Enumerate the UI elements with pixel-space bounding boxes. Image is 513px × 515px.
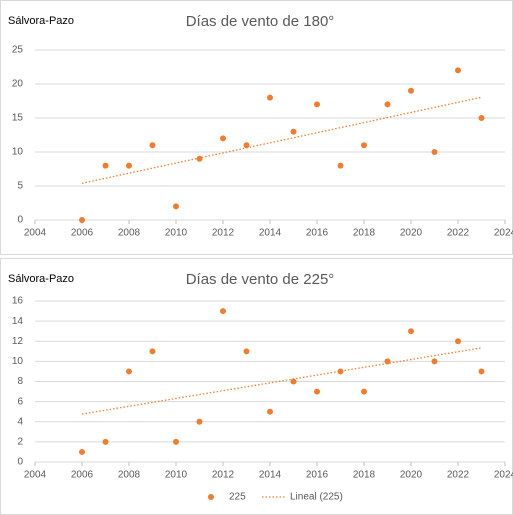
x-tick-label: 2012 [212, 470, 235, 481]
x-tick-label: 2014 [259, 470, 282, 481]
chart-frame [0, 0, 513, 255]
data-point [126, 162, 132, 169]
x-tick-label: 2024 [494, 228, 513, 239]
data-point [408, 328, 414, 335]
legend-label: 225 [229, 492, 246, 503]
y-tick-label: 4 [17, 416, 23, 427]
data-point [314, 101, 320, 108]
y-tick-label: 25 [12, 45, 24, 56]
data-point [79, 217, 85, 223]
x-tick-label: 2022 [447, 228, 470, 239]
y-tick-label: 14 [12, 316, 24, 327]
y-tick-label: 5 [17, 181, 23, 192]
chart-title: Días de vento de 180° [186, 13, 335, 30]
data-point [243, 142, 250, 149]
y-tick-label: 0 [17, 215, 23, 226]
data-point [149, 142, 156, 149]
x-tick-label: 2004 [24, 228, 47, 239]
x-tick-label: 2016 [306, 228, 329, 239]
data-point [337, 162, 344, 169]
y-tick-label: 10 [12, 356, 24, 367]
trendline [81, 96, 482, 184]
data-point [102, 162, 109, 169]
data-point [361, 142, 367, 149]
data-point [384, 358, 391, 365]
data-point [173, 438, 179, 445]
data-point [384, 101, 391, 108]
data-point [220, 135, 226, 142]
data-point [478, 368, 485, 375]
data-point [361, 388, 367, 395]
y-tick-label: 2 [17, 437, 23, 448]
x-tick-label: 2024 [494, 470, 513, 481]
data-point [337, 368, 344, 375]
data-point [149, 348, 156, 355]
x-tick-label: 2014 [259, 228, 282, 239]
data-point [267, 408, 273, 415]
x-tick-label: 2010 [165, 228, 188, 239]
y-tick-label: 16 [12, 296, 24, 307]
x-tick-label: 2010 [165, 470, 188, 481]
y-tick-label: 20 [12, 79, 24, 90]
corner-label: Sálvora-Pazo [8, 273, 74, 285]
x-tick-label: 2006 [71, 470, 94, 481]
data-point [290, 378, 297, 385]
y-tick-label: 15 [12, 113, 24, 124]
data-point [455, 67, 461, 74]
x-tick-label: 2022 [447, 470, 470, 481]
y-tick-label: 0 [17, 457, 23, 468]
x-tick-label: 2012 [212, 228, 235, 239]
data-point [431, 358, 438, 365]
data-point [455, 338, 461, 345]
data-point [79, 448, 85, 455]
data-point [431, 149, 438, 155]
data-point [290, 128, 297, 135]
x-tick-label: 2006 [71, 228, 94, 239]
y-tick-label: 12 [12, 336, 24, 347]
corner-label: Sálvora-Pazo [8, 15, 74, 27]
x-tick-label: 2016 [306, 470, 329, 481]
data-point [314, 388, 320, 395]
data-point [408, 87, 414, 94]
x-tick-label: 2018 [353, 470, 376, 481]
y-tick-label: 6 [17, 396, 23, 407]
data-point [220, 308, 226, 315]
x-tick-label: 2018 [353, 228, 376, 239]
data-point [126, 368, 132, 375]
x-tick-label: 2004 [24, 470, 47, 481]
x-tick-label: 2008 [118, 470, 141, 481]
data-point [267, 94, 273, 101]
data-point [196, 155, 203, 162]
data-point [196, 418, 203, 425]
legend-label: Lineal (225) [290, 492, 343, 503]
chart-title: Días de vento de 225° [186, 271, 335, 288]
y-tick-label: 8 [17, 376, 23, 387]
data-point [243, 348, 250, 355]
x-tick-label: 2008 [118, 228, 141, 239]
y-tick-label: 10 [12, 147, 24, 158]
trendline [81, 347, 482, 415]
data-point [478, 115, 485, 121]
x-tick-label: 2020 [400, 470, 423, 481]
data-point [173, 203, 179, 210]
data-point [102, 438, 109, 445]
x-tick-label: 2020 [400, 228, 423, 239]
legend-marker [208, 494, 214, 500]
